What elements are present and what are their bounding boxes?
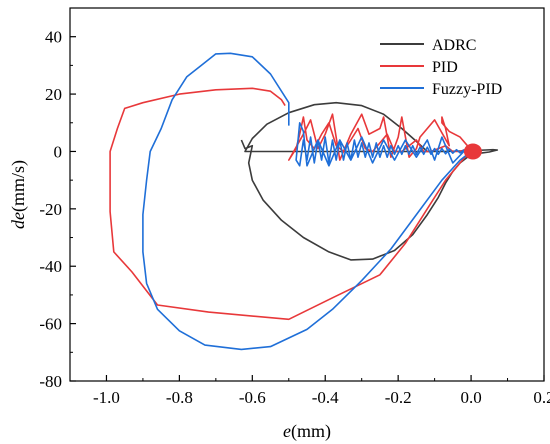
x-axis-label-var: e xyxy=(283,421,291,441)
y-tick-label: -40 xyxy=(39,257,62,276)
series-line-pid xyxy=(109,87,479,321)
pid-convergence-cluster xyxy=(463,143,482,160)
plot-frame xyxy=(69,7,545,382)
y-axis-label: de(mm/s) xyxy=(8,160,29,229)
series-layer xyxy=(109,52,499,351)
y-tick-label: 0 xyxy=(54,142,63,161)
x-tick-label: -0.6 xyxy=(239,388,266,407)
legend-label: PID xyxy=(432,59,458,76)
x-axis-label: e(mm) xyxy=(283,421,331,442)
series-line-fuzzy-pid xyxy=(142,52,479,351)
y-axis-label-d: de xyxy=(8,212,28,229)
y-tick-label: -80 xyxy=(39,372,62,391)
x-tick-label: -0.8 xyxy=(166,388,193,407)
x-tick-label: -1.0 xyxy=(93,388,120,407)
y-tick-label: 20 xyxy=(45,85,62,104)
y-axis-ticks: -80 -60 -40 -20 0 20 40 xyxy=(39,28,76,391)
x-axis-label-unit: (mm) xyxy=(291,421,331,442)
legend-label: Fuzzy-PID xyxy=(432,81,502,98)
y-tick-label: -60 xyxy=(39,315,62,334)
legend: ADRC PID Fuzzy-PID xyxy=(380,37,502,98)
x-tick-label: -0.4 xyxy=(312,388,339,407)
x-tick-label: 0.0 xyxy=(460,388,481,407)
y-axis-label-unit: (mm/s) xyxy=(8,160,29,212)
y-tick-label: -20 xyxy=(39,200,62,219)
y-tick-label: 40 xyxy=(45,28,62,47)
legend-label: ADRC xyxy=(432,37,476,54)
x-axis-ticks: -1.0 -0.8 -0.6 -0.4 -0.2 0.0 0.2 xyxy=(93,375,550,407)
x-tick-label: -0.2 xyxy=(385,388,412,407)
x-tick-label: 0.2 xyxy=(533,388,550,407)
series-line-adrc xyxy=(240,101,499,261)
